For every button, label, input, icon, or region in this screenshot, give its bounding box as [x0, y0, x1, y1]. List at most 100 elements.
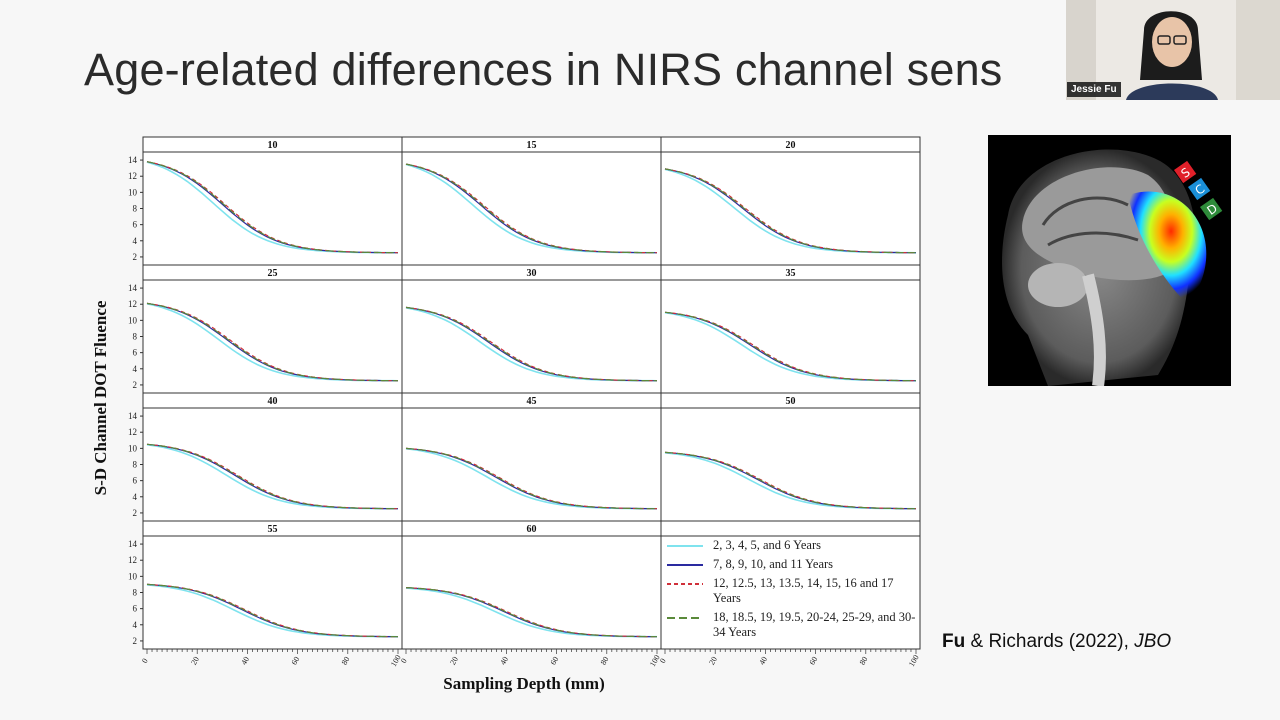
chart-x-axis-label: Sampling Depth (mm) [443, 674, 605, 693]
panel-plot-area [660, 407, 921, 522]
y-tick-label: 12 [128, 299, 137, 309]
legend-item: 7, 8, 9, 10, and 11 Years [665, 557, 919, 572]
x-tick-label: 60 [549, 655, 561, 666]
series-line-3 [664, 168, 916, 254]
panel-label: 20 [786, 140, 796, 151]
citation-author: Fu [942, 631, 966, 652]
x-tick-label: 80 [858, 655, 870, 666]
x-tick-label: 100 [907, 653, 921, 668]
panel-label: 15 [527, 140, 537, 151]
y-tick-label: 2 [133, 636, 138, 646]
panel-label: 10 [268, 140, 278, 151]
x-tick-label: 0 [658, 657, 668, 665]
x-tick-label: 40 [239, 655, 251, 666]
x-tick-label: 20 [189, 655, 201, 666]
x-tick-label: 20 [707, 655, 719, 666]
y-tick-label: 14 [128, 539, 138, 549]
y-tick-label: 14 [128, 283, 138, 293]
y-tick-label: 14 [128, 155, 138, 165]
legend-item: 12, 12.5, 13, 13.5, 14, 15, 16 and 17 Ye… [665, 576, 919, 606]
legend-label: 18, 18.5, 19, 19.5, 20-24, 25-29, and 30… [713, 610, 916, 639]
series-line-3 [664, 451, 916, 510]
y-tick-label: 4 [133, 236, 138, 246]
citation-journal: JBO [1134, 631, 1172, 652]
y-tick-label: 14 [128, 411, 138, 421]
y-tick-label: 10 [128, 187, 138, 197]
panel-label: 25 [268, 268, 278, 279]
y-tick-label: 2 [133, 380, 138, 390]
series-line-3 [405, 306, 657, 382]
panel-plot-area [401, 279, 662, 394]
slide-title: Age-related differences in NIRS channel … [84, 44, 1003, 95]
legend-item: 18, 18.5, 19, 19.5, 20-24, 25-29, and 30… [665, 610, 919, 640]
x-tick-label: 80 [599, 655, 611, 666]
legend-panel [660, 535, 921, 650]
series-line-3 [146, 302, 398, 382]
y-tick-label: 6 [133, 604, 138, 614]
panel-plot-area [401, 151, 662, 266]
series-line-3 [405, 587, 658, 638]
panel-plot-area [142, 279, 403, 394]
x-tick-label: 60 [290, 655, 302, 666]
y-tick-label: 8 [133, 460, 138, 470]
y-tick-label: 6 [133, 476, 138, 486]
y-tick-label: 2 [133, 508, 138, 518]
citation: Fu & Richards (2022), JBO [942, 631, 1171, 653]
x-tick-label: 60 [808, 655, 820, 666]
panel-plot-area [142, 407, 403, 522]
panel-label: 35 [786, 268, 796, 279]
y-tick-label: 12 [128, 171, 137, 181]
x-tick-label: 80 [340, 655, 352, 666]
series-line-3 [664, 311, 916, 382]
x-tick-label: 0 [140, 657, 150, 665]
x-tick-label: 40 [498, 655, 510, 666]
panel-plot-area [660, 279, 921, 394]
x-tick-label: 0 [399, 657, 409, 665]
series-line-3 [405, 163, 657, 254]
panel-plot-area [142, 535, 403, 650]
y-tick-label: 4 [133, 492, 138, 502]
series-line-3 [146, 583, 399, 638]
legend-item: 2, 3, 4, 5, and 6 Years [665, 538, 919, 553]
y-tick-label: 8 [133, 204, 138, 214]
legend-swatch-red [665, 576, 705, 591]
y-tick-label: 8 [133, 588, 138, 598]
y-tick-label: 6 [133, 348, 138, 358]
webcam-participant-name: Jessie Fu [1067, 82, 1121, 97]
y-tick-label: 4 [133, 620, 138, 630]
legend-label: 7, 8, 9, 10, and 11 Years [713, 557, 834, 571]
panel-label: 50 [786, 396, 796, 407]
legend-label: 12, 12.5, 13, 13.5, 14, 15, 16 and 17 Ye… [713, 576, 894, 605]
y-tick-label: 10 [128, 571, 138, 581]
panel-label: 55 [268, 524, 278, 535]
citation-rest: & Richards (2022), [965, 631, 1135, 652]
panel-label: 45 [527, 396, 537, 407]
legend-swatch-cyan [665, 538, 705, 553]
panel-plot-area [401, 407, 662, 522]
y-tick-label: 12 [128, 427, 137, 437]
mri-head-figure: S C D [988, 135, 1231, 386]
panel-plot-area [660, 151, 921, 266]
y-tick-label: 8 [133, 332, 138, 342]
y-tick-label: 2 [133, 252, 138, 262]
legend-swatch-green [665, 610, 705, 625]
panel-label: 30 [527, 268, 537, 279]
x-tick-label: 20 [448, 655, 460, 666]
y-tick-label: 10 [128, 315, 138, 325]
series-line-3 [146, 161, 398, 254]
panel-plot-area [142, 151, 403, 266]
legend-strip [660, 520, 921, 537]
y-tick-label: 4 [133, 364, 138, 374]
legend-swatch-navy [665, 557, 705, 572]
series-line-3 [146, 443, 398, 510]
y-tick-label: 10 [128, 443, 138, 453]
panel-label: 40 [268, 396, 278, 407]
legend-label: 2, 3, 4, 5, and 6 Years [713, 538, 821, 552]
chart-y-axis-label: S-D Channel DOT Fluence [91, 300, 110, 496]
x-tick-label: 40 [757, 655, 769, 666]
y-tick-label: 6 [133, 220, 138, 230]
chart-legend: 2, 3, 4, 5, and 6 Years 7, 8, 9, 10, and… [665, 538, 919, 644]
panel-label: 60 [527, 524, 537, 535]
y-tick-label: 12 [128, 555, 137, 565]
